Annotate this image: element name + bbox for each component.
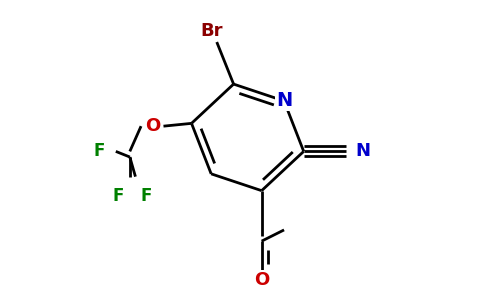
Text: Br: Br: [200, 22, 223, 40]
Text: O: O: [254, 272, 269, 290]
Text: O: O: [145, 117, 160, 135]
Text: F: F: [93, 142, 105, 160]
Text: N: N: [355, 142, 370, 160]
Text: F: F: [113, 187, 124, 205]
Text: F: F: [141, 187, 152, 205]
Text: N: N: [276, 92, 292, 110]
